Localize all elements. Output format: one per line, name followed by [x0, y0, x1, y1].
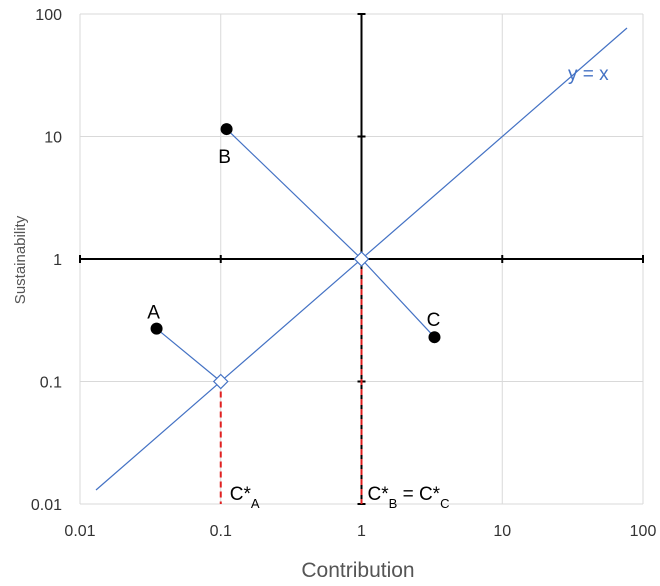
- projection-lines: [156, 128, 435, 382]
- projection-markers: [212, 251, 370, 390]
- annotation-1: C*B = C*C: [368, 484, 450, 511]
- y-tick-label-1: 0.1: [40, 375, 62, 392]
- annotation-0: C*A: [230, 484, 260, 511]
- x-axis-title: Contribution: [301, 559, 414, 582]
- annotation-0-main: C*: [230, 484, 252, 505]
- y-tick-label-4: 100: [35, 7, 62, 24]
- dashed-drop-lines: [219, 259, 363, 504]
- point-A: [150, 322, 163, 335]
- annotation-1-main: C*: [368, 484, 390, 505]
- annotations: C*A C*B = C*C: [230, 484, 450, 511]
- annotation-1-sub: B: [389, 496, 398, 511]
- point-label-C: C: [427, 310, 441, 331]
- x-tick-label-3: 10: [493, 523, 511, 540]
- annotation-1-sub2: C: [440, 496, 449, 511]
- projection-marker-1: [353, 251, 370, 267]
- annotation-1-main2: = C*: [397, 484, 440, 505]
- point-label-B: B: [218, 147, 231, 168]
- y-tick-label-3: 10: [44, 130, 62, 147]
- y-axis-title: Sustainability: [12, 215, 29, 304]
- projection-line-B: [226, 128, 362, 260]
- x-tick-label-0: 0.01: [64, 523, 95, 540]
- projection-line-C: [361, 258, 435, 338]
- projection-marker-0: [212, 373, 229, 390]
- x-tick-label-2: 1: [357, 523, 366, 540]
- y-tick-label-0: 0.01: [31, 497, 62, 514]
- x-tick-labels: 0.01 0.1 1 10 100: [64, 523, 656, 540]
- reference-line-label: y = x: [568, 64, 609, 85]
- data-points: [150, 123, 441, 344]
- point-C: [428, 331, 441, 344]
- projection-line-A: [156, 328, 222, 382]
- y-tick-labels: 0.01 0.1 1 10 100: [31, 7, 62, 514]
- point-labels: A B C: [147, 147, 440, 331]
- x-tick-label-4: 100: [630, 523, 657, 540]
- y-tick-label-2: 1: [53, 252, 62, 269]
- annotation-0-sub: A: [251, 496, 260, 511]
- x-tick-label-1: 0.1: [210, 523, 232, 540]
- point-B: [220, 123, 233, 136]
- point-label-A: A: [147, 303, 160, 324]
